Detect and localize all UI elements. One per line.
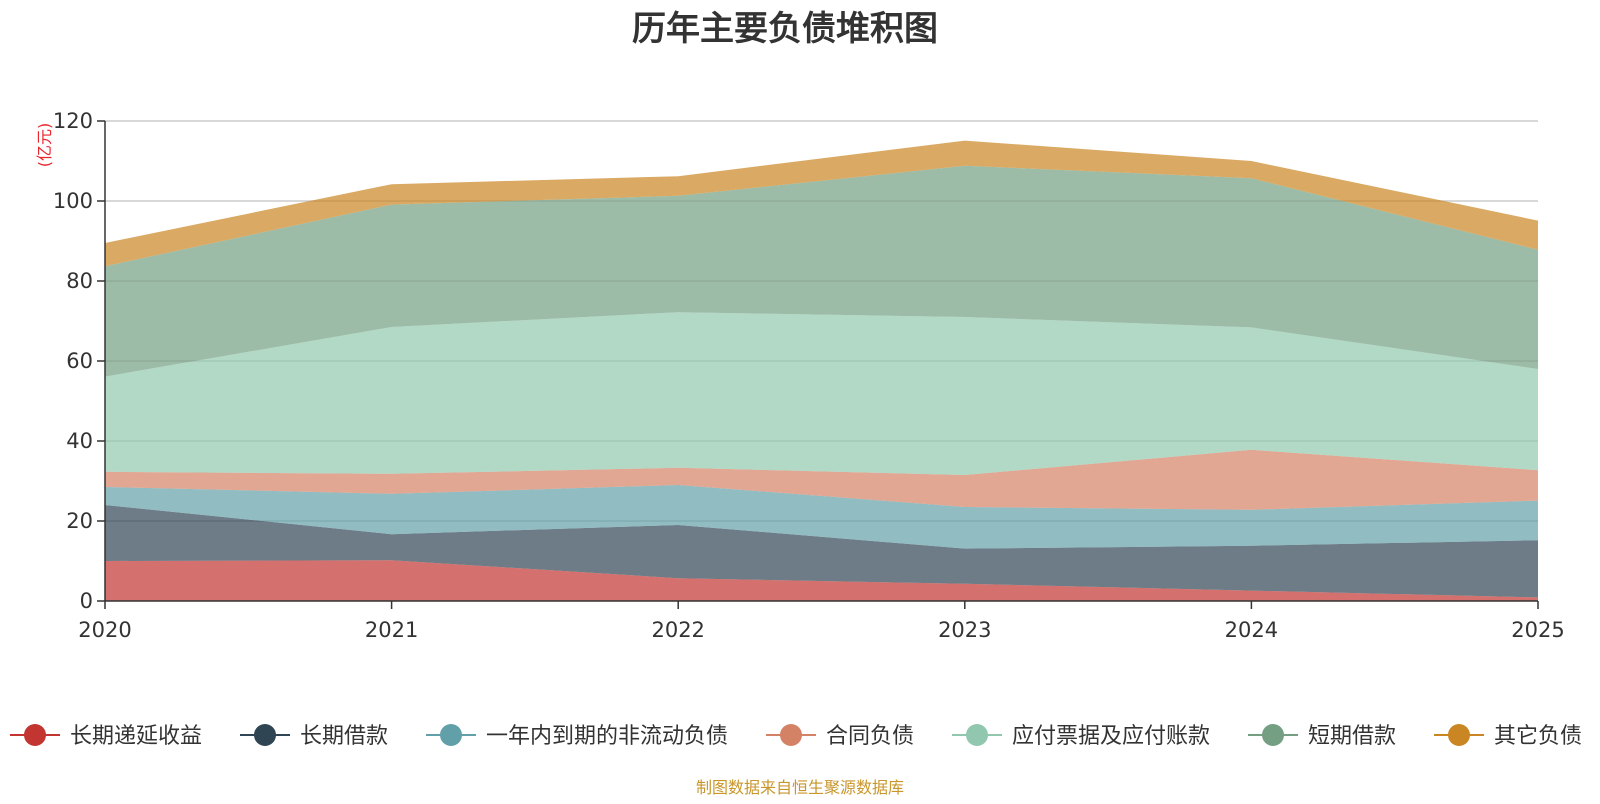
x-tick-label-2023: 2023 bbox=[938, 618, 991, 642]
x-tick-label-2025: 2025 bbox=[1511, 618, 1564, 642]
legend-item-4: 应付票据及应付账款 bbox=[952, 724, 1210, 749]
x-tick-label-2021: 2021 bbox=[365, 618, 418, 642]
legend-item-3: 合同负债 bbox=[766, 724, 914, 749]
legend-label-3: 合同负债 bbox=[826, 724, 914, 749]
area-series-group bbox=[105, 140, 1538, 601]
chart-title: 历年主要负债堆积图 bbox=[632, 9, 938, 49]
y-tick-label-120: 120 bbox=[53, 109, 93, 133]
axes: 0 20 40 60 80 100 120 2020 2021 2022 2023 2024 2025 bbox=[53, 109, 1565, 642]
area-series-0 bbox=[105, 560, 1538, 601]
y-axis-unit-label: (亿元) bbox=[35, 123, 54, 168]
legend-item-6: 其它负债 bbox=[1434, 724, 1582, 749]
y-tick-label-0: 0 bbox=[80, 589, 93, 613]
y-tick-label-80: 80 bbox=[66, 269, 93, 293]
y-tick-label-20: 20 bbox=[66, 509, 93, 533]
data-source-note: 制图数据来自恒生聚源数据库 bbox=[696, 778, 904, 797]
legend-marker-4 bbox=[966, 724, 988, 746]
legend-marker-1 bbox=[254, 724, 276, 746]
legend-marker-2 bbox=[440, 724, 462, 746]
legend: 长期递延收益 长期借款 一年内到期的非流动负债 合同负债 应付票据及应付账款 短期借款 其它… bbox=[10, 724, 1582, 749]
y-tick-label-100: 100 bbox=[53, 189, 93, 213]
legend-marker-3 bbox=[780, 724, 802, 746]
area-series-6 bbox=[105, 140, 1538, 267]
legend-marker-6 bbox=[1448, 724, 1470, 746]
legend-item-0: 长期递延收益 bbox=[10, 724, 202, 749]
x-tick-label-2022: 2022 bbox=[651, 618, 704, 642]
area-series-3 bbox=[105, 449, 1538, 510]
legend-label-2: 一年内到期的非流动负债 bbox=[486, 724, 728, 749]
legend-item-5: 短期借款 bbox=[1248, 724, 1396, 749]
legend-label-5: 短期借款 bbox=[1308, 724, 1396, 749]
area-series-1 bbox=[105, 505, 1538, 598]
area-series-5 bbox=[105, 165, 1538, 377]
legend-marker-5 bbox=[1262, 724, 1284, 746]
legend-label-6: 其它负债 bbox=[1494, 724, 1582, 749]
y-tick-label-60: 60 bbox=[66, 349, 93, 373]
area-series-2 bbox=[105, 485, 1538, 549]
legend-marker-0 bbox=[24, 724, 46, 746]
x-tick-label-2024: 2024 bbox=[1225, 618, 1278, 642]
legend-label-1: 长期借款 bbox=[300, 724, 388, 749]
x-tick-label-2020: 2020 bbox=[78, 618, 131, 642]
legend-item-2: 一年内到期的非流动负债 bbox=[426, 724, 728, 749]
area-series-4 bbox=[105, 312, 1538, 475]
y-tick-label-40: 40 bbox=[66, 429, 93, 453]
legend-label-0: 长期递延收益 bbox=[70, 724, 202, 749]
legend-label-4: 应付票据及应付账款 bbox=[1012, 724, 1210, 749]
legend-item-1: 长期借款 bbox=[240, 724, 388, 749]
